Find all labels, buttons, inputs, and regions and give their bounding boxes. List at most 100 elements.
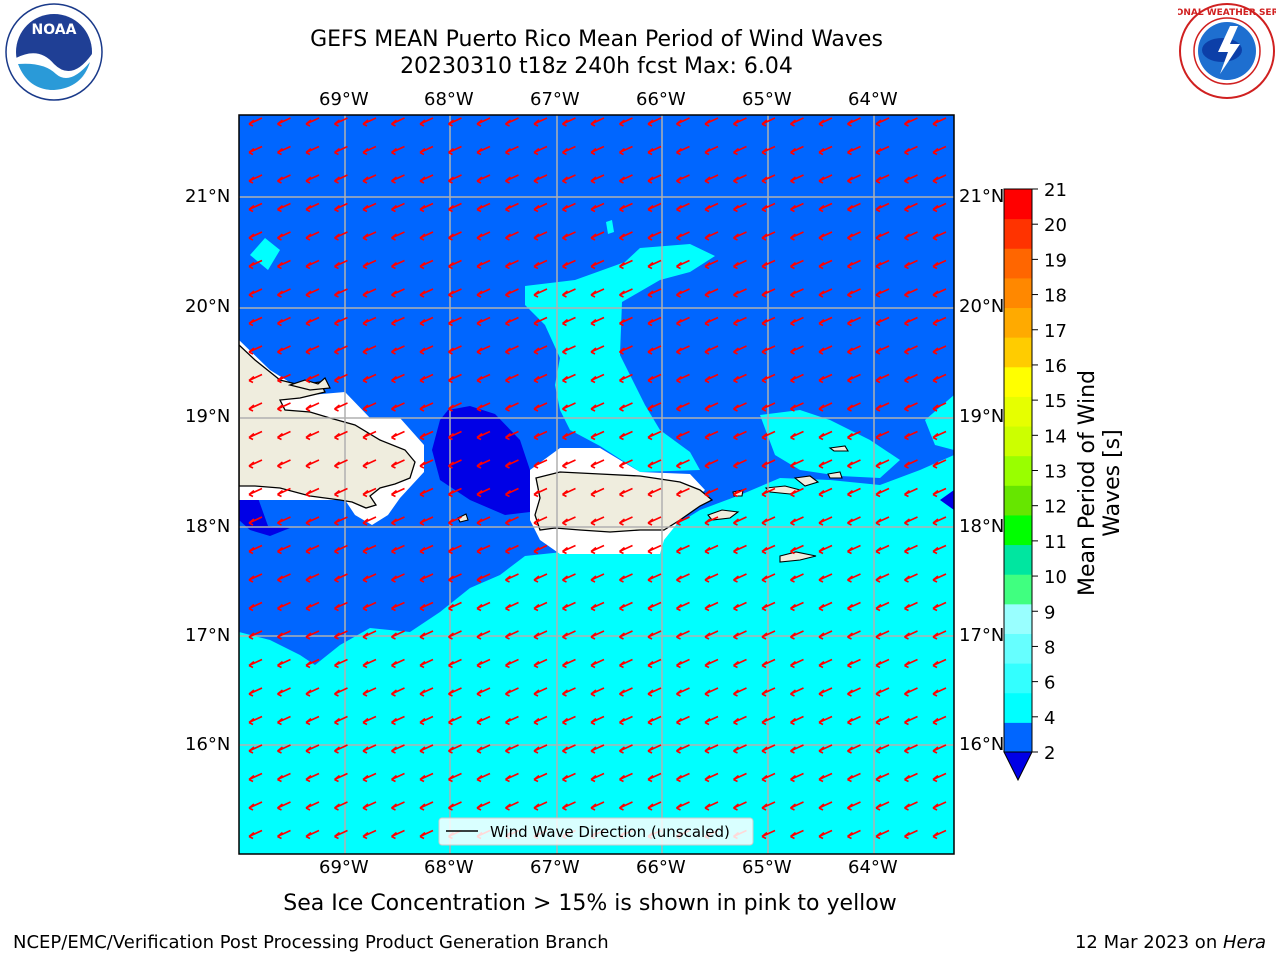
wind-arrow [818, 658, 833, 669]
colorbar-segment [1004, 692, 1032, 723]
wind-arrow [875, 373, 890, 384]
wind-arrow [647, 487, 662, 498]
wind-arrow [676, 601, 690, 612]
wind-arrow [647, 373, 662, 384]
wind-arrow [875, 259, 890, 270]
wind-arrow [476, 373, 491, 384]
wind-arrow [733, 430, 747, 441]
wind-arrow [847, 601, 861, 612]
wind-arrow [761, 487, 776, 498]
wind-arrow [448, 772, 462, 783]
wind-arrow [334, 829, 348, 840]
wind-arrow [619, 715, 633, 726]
wind-arrow [932, 430, 947, 441]
wind-arrow [391, 744, 405, 754]
wind-arrow [733, 744, 747, 754]
colorbar-tick-label: 11 [1044, 532, 1067, 553]
wind-arrow [847, 316, 861, 327]
wind-arrow [619, 259, 633, 270]
wind-arrow [704, 202, 719, 213]
wind-arrow [277, 715, 291, 726]
wind-arrow [847, 430, 861, 441]
wind-arrow [875, 658, 890, 669]
wind-arrow [847, 516, 861, 526]
wind-arrow [818, 117, 833, 127]
wind-arrow [761, 658, 776, 669]
colorbar-tick-label: 14 [1044, 426, 1067, 447]
wind-arrow [932, 117, 947, 127]
wind-arrow [334, 345, 348, 355]
wind-arrow [818, 516, 833, 526]
wind-arrow [704, 687, 719, 697]
wind-arrow [590, 288, 605, 298]
wind-arrow [248, 288, 263, 298]
wind-arrow [362, 544, 377, 555]
wind-arrow [590, 487, 605, 498]
wind-arrow [533, 288, 548, 298]
colorbar: 21 20 19 18 17 16 15 14 13 12 11 10 9 8 6 4 2 [1003, 180, 1067, 782]
wind-arrow [847, 801, 861, 811]
wind-arrow [818, 687, 833, 697]
wind-arrow [334, 288, 348, 298]
lon-label-bottom-65: 65°W [742, 857, 792, 878]
wind-arrow [391, 601, 405, 612]
wind-arrow [590, 573, 605, 583]
wind-arrow [619, 117, 633, 127]
wind-arrow [733, 687, 747, 697]
wind-arrow [704, 373, 719, 384]
wind-arrow [277, 772, 291, 783]
wind-arrow [818, 487, 833, 498]
wind-arrow [733, 544, 747, 555]
wind-arrow [476, 573, 491, 583]
wind-arrow [362, 373, 377, 384]
wind-arrow [733, 288, 747, 298]
wind-arrow [476, 801, 491, 811]
wind-arrow [305, 430, 320, 441]
wind-arrow [676, 430, 690, 441]
wind-arrow [448, 174, 462, 184]
colorbar-tick-label: 20 [1044, 215, 1067, 236]
wind-arrow [733, 345, 747, 355]
wind-arrow [647, 744, 662, 754]
wind-arrow [590, 658, 605, 669]
wind-arrow [476, 687, 491, 697]
colorbar-segment [1004, 574, 1032, 605]
wind-arrow [505, 630, 519, 640]
footer-host: Hera [1222, 932, 1266, 953]
wind-arrow [476, 459, 491, 469]
wind-arrow [419, 829, 434, 840]
wind-arrow [562, 658, 576, 669]
wind-arrow [391, 345, 405, 355]
wind-arrow [619, 601, 633, 612]
wind-arrow [448, 630, 462, 640]
wind-arrow [448, 601, 462, 612]
wind-arrow [305, 459, 320, 469]
wind-arrow [277, 744, 291, 754]
wind-arrow [505, 345, 519, 355]
wind-arrow [704, 516, 719, 526]
wind-arrow [704, 487, 719, 498]
wind-arrow [676, 202, 690, 213]
wind-arrow [676, 744, 690, 754]
wind-arrow [391, 687, 405, 697]
wind-arrow [647, 259, 662, 270]
wind-arrow [647, 288, 662, 298]
wind-arrow [562, 202, 576, 213]
wind-arrow [932, 573, 947, 583]
wind-arrow [562, 402, 576, 412]
wind-arrow [932, 316, 947, 327]
wind-arrow [647, 316, 662, 327]
wind-arrow [305, 402, 320, 412]
wind-arrow [334, 801, 348, 811]
wind-arrow [676, 516, 690, 526]
wind-arrow [619, 573, 633, 583]
colorbar-segment [1004, 544, 1032, 575]
wind-arrow [932, 202, 947, 213]
wind-arrow [334, 231, 348, 241]
colorbar-tick-label: 6 [1044, 673, 1055, 694]
lat-label-left-16: 16°N [185, 734, 231, 755]
wind-arrow [676, 288, 690, 298]
wind-arrow [932, 829, 947, 840]
wind-arrow [476, 288, 491, 298]
wind-arrow [847, 459, 861, 469]
